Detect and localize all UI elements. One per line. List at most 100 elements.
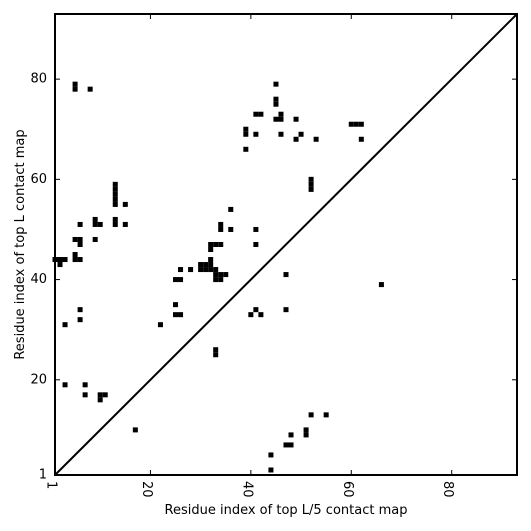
contact-point bbox=[253, 241, 259, 247]
contact-point bbox=[173, 277, 179, 283]
contact-point bbox=[258, 111, 264, 117]
contact-point bbox=[213, 267, 219, 273]
contact-point bbox=[112, 221, 118, 227]
contact-point bbox=[258, 312, 264, 318]
contact-point bbox=[308, 176, 314, 182]
contact-point bbox=[358, 136, 364, 142]
contact-point bbox=[72, 236, 78, 242]
x-tick-label: 1 bbox=[44, 481, 59, 489]
contact-point bbox=[313, 136, 319, 142]
contact-point bbox=[213, 347, 219, 353]
contact-point bbox=[82, 382, 88, 388]
contact-point bbox=[82, 392, 88, 398]
contact-point bbox=[278, 111, 284, 117]
contact-point bbox=[77, 241, 83, 247]
contact-point bbox=[208, 241, 214, 247]
contact-point bbox=[353, 121, 359, 127]
contact-point bbox=[77, 221, 83, 227]
contact-point bbox=[72, 257, 78, 263]
y-axis: 1 20 40 60 80 bbox=[30, 72, 517, 483]
y-tick-label: 1 bbox=[39, 468, 47, 483]
x-tick-label: 80 bbox=[440, 481, 455, 498]
contact-point bbox=[273, 96, 279, 102]
contact-point bbox=[132, 427, 138, 433]
contact-point bbox=[77, 307, 83, 313]
contact-point bbox=[213, 277, 219, 283]
contact-point bbox=[228, 206, 234, 212]
contact-point bbox=[173, 312, 179, 318]
contact-point bbox=[112, 186, 118, 192]
contact-point bbox=[178, 312, 184, 318]
contact-point bbox=[208, 247, 214, 253]
contact-point bbox=[57, 257, 63, 263]
contact-point bbox=[198, 262, 204, 268]
contact-point bbox=[97, 397, 103, 403]
contact-point bbox=[77, 317, 83, 323]
contact-point bbox=[308, 186, 314, 192]
contact-point bbox=[173, 302, 179, 308]
contact-point bbox=[72, 86, 78, 92]
x-tick-label: 40 bbox=[239, 481, 254, 498]
contact-point bbox=[213, 272, 219, 278]
contact-point bbox=[72, 252, 78, 258]
contact-point bbox=[273, 116, 279, 122]
contact-point bbox=[178, 267, 184, 273]
contact-point bbox=[278, 116, 284, 122]
contact-point bbox=[308, 412, 314, 418]
contact-point bbox=[188, 267, 194, 273]
contact-point bbox=[218, 272, 224, 278]
contact-point bbox=[77, 236, 83, 242]
contact-point bbox=[253, 111, 259, 117]
contact-point bbox=[298, 131, 304, 137]
contact-point bbox=[288, 432, 294, 438]
contact-point bbox=[228, 226, 234, 232]
contact-point bbox=[112, 181, 118, 187]
contact-point bbox=[97, 392, 103, 398]
contact-point bbox=[273, 101, 279, 107]
contact-point bbox=[122, 221, 128, 227]
contact-point bbox=[278, 131, 284, 137]
contact-point bbox=[112, 216, 118, 222]
y-axis-label: Residue index of top L contact map bbox=[13, 129, 28, 359]
contact-point bbox=[358, 121, 364, 127]
contact-point bbox=[62, 382, 68, 388]
data-points bbox=[52, 81, 384, 473]
x-axis: 1 20 40 60 80 bbox=[44, 14, 455, 498]
contact-point bbox=[112, 191, 118, 197]
x-axis-label: Residue index of top L/5 contact map bbox=[165, 503, 408, 518]
contact-point bbox=[208, 257, 214, 263]
contact-point bbox=[253, 226, 259, 232]
contact-point bbox=[213, 352, 219, 358]
contact-point bbox=[243, 131, 249, 137]
contact-point bbox=[293, 136, 299, 142]
contact-point bbox=[92, 221, 98, 227]
diagonal-line bbox=[54, 13, 518, 476]
contact-point bbox=[303, 432, 309, 438]
contact-point bbox=[243, 146, 249, 152]
contact-point bbox=[62, 322, 68, 328]
contact-point bbox=[248, 312, 254, 318]
contact-point bbox=[243, 126, 249, 132]
x-tick-label: 20 bbox=[139, 481, 154, 498]
contact-point bbox=[218, 226, 224, 232]
contact-point bbox=[97, 221, 103, 227]
y-tick-label: 80 bbox=[30, 72, 47, 87]
contact-point bbox=[273, 81, 279, 87]
y-tick-label: 40 bbox=[30, 272, 47, 287]
plot-frame bbox=[54, 13, 518, 476]
contact-point bbox=[303, 427, 309, 433]
contact-point bbox=[378, 282, 384, 288]
contact-point bbox=[213, 241, 219, 247]
contact-point bbox=[92, 216, 98, 222]
contact-point bbox=[157, 322, 163, 328]
contact-point bbox=[57, 262, 63, 268]
contact-point bbox=[208, 267, 214, 273]
contact-point bbox=[208, 262, 214, 268]
contact-point bbox=[288, 442, 294, 448]
contact-point bbox=[218, 277, 224, 283]
contact-point bbox=[268, 467, 274, 473]
contact-point bbox=[268, 452, 274, 458]
x-tick-label: 60 bbox=[340, 481, 355, 498]
contact-point bbox=[72, 81, 78, 87]
